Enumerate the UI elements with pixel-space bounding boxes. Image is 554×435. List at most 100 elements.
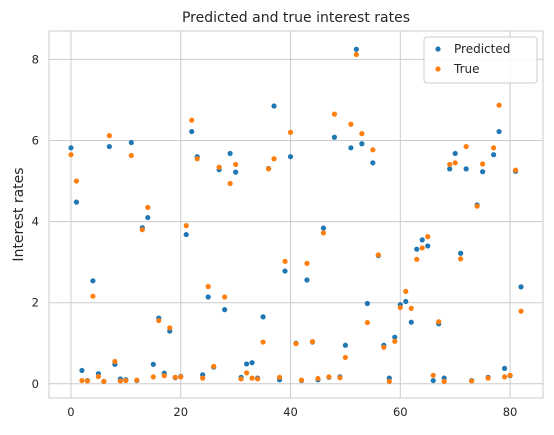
y-tick-label: 8 bbox=[32, 52, 39, 66]
data-point-predicted bbox=[430, 377, 436, 384]
data-point-true bbox=[134, 377, 140, 383]
data-point-predicted bbox=[414, 246, 420, 252]
data-point-predicted bbox=[496, 128, 502, 135]
data-point-predicted bbox=[150, 361, 156, 367]
legend-marker-true bbox=[435, 66, 441, 72]
data-point-true bbox=[507, 372, 513, 378]
x-tick-label: 80 bbox=[503, 405, 518, 419]
data-point-true bbox=[271, 156, 277, 162]
data-point-true bbox=[172, 374, 178, 380]
data-point-predicted bbox=[491, 152, 497, 158]
data-point-true bbox=[200, 375, 206, 381]
data-point-predicted bbox=[320, 225, 327, 231]
y-tick-label: 4 bbox=[32, 215, 39, 229]
data-point-predicted bbox=[348, 145, 354, 151]
legend-marker-predicted bbox=[435, 46, 441, 52]
data-point-true bbox=[337, 375, 343, 381]
data-points bbox=[68, 46, 524, 384]
data-point-true bbox=[95, 373, 101, 380]
data-point-true bbox=[452, 160, 458, 166]
data-point-true bbox=[364, 319, 370, 326]
data-point-predicted bbox=[480, 169, 486, 175]
data-point-predicted bbox=[501, 365, 508, 371]
tick-labels: 0 20 40 60 80 0 2 4 6 8 bbox=[32, 52, 518, 419]
data-point-true bbox=[216, 164, 222, 170]
y-tick-label: 0 bbox=[32, 377, 39, 391]
y-axis-label: Interest rates bbox=[11, 167, 27, 261]
data-point-predicted bbox=[233, 169, 239, 175]
data-point-true bbox=[331, 111, 338, 117]
data-point-true bbox=[287, 129, 294, 135]
data-point-true bbox=[370, 147, 376, 153]
data-point-true bbox=[447, 161, 453, 168]
data-point-predicted bbox=[370, 160, 376, 166]
data-point-true bbox=[161, 373, 167, 379]
data-point-true bbox=[419, 245, 425, 251]
data-point-true bbox=[480, 161, 486, 167]
x-tick-label: 40 bbox=[283, 405, 298, 419]
x-tick-label: 20 bbox=[173, 405, 188, 419]
data-point-predicted bbox=[353, 46, 359, 52]
data-point-true bbox=[342, 354, 348, 361]
legend: Predicted True bbox=[423, 36, 538, 84]
data-point-true bbox=[375, 252, 381, 258]
data-point-true bbox=[106, 133, 112, 139]
data-point-true bbox=[260, 339, 266, 345]
data-point-predicted bbox=[452, 150, 458, 157]
data-point-predicted bbox=[90, 278, 96, 284]
x-tick-label: 60 bbox=[393, 405, 408, 419]
data-point-predicted bbox=[222, 307, 228, 313]
series-true bbox=[68, 51, 524, 384]
data-point-predicted bbox=[128, 139, 134, 146]
data-point-true bbox=[414, 256, 420, 262]
data-point-predicted bbox=[271, 103, 277, 109]
data-point-true bbox=[101, 378, 107, 384]
data-point-predicted bbox=[364, 300, 370, 307]
data-point-predicted bbox=[419, 237, 425, 243]
data-point-predicted bbox=[447, 166, 453, 172]
data-point-true bbox=[139, 227, 145, 233]
data-point-true bbox=[167, 325, 173, 331]
data-point-predicted bbox=[244, 361, 250, 367]
data-point-true bbox=[304, 260, 310, 266]
data-point-true bbox=[309, 339, 316, 345]
data-point-true bbox=[282, 258, 288, 264]
data-point-true bbox=[150, 374, 156, 380]
data-point-true bbox=[397, 304, 403, 311]
data-point-true bbox=[178, 374, 184, 380]
data-point-predicted bbox=[205, 294, 211, 300]
data-point-true bbox=[430, 372, 436, 378]
data-point-true bbox=[436, 319, 442, 325]
data-point-predicted bbox=[392, 334, 398, 340]
data-point-predicted bbox=[227, 150, 233, 157]
data-point-predicted bbox=[79, 367, 85, 374]
data-point-true bbox=[403, 288, 409, 294]
series-predicted bbox=[68, 46, 524, 384]
data-point-true bbox=[386, 378, 392, 384]
data-point-true bbox=[238, 376, 244, 382]
data-point-true bbox=[123, 377, 129, 384]
data-point-true bbox=[458, 256, 464, 262]
data-point-predicted bbox=[403, 298, 409, 305]
data-point-true bbox=[298, 377, 305, 383]
data-point-true bbox=[381, 344, 387, 350]
data-point-predicted bbox=[106, 143, 112, 150]
data-point-true bbox=[501, 374, 508, 380]
y-tick-label: 2 bbox=[32, 296, 39, 310]
data-point-predicted bbox=[463, 166, 469, 172]
data-point-true bbox=[408, 305, 414, 311]
data-point-predicted bbox=[425, 243, 431, 249]
data-point-true bbox=[189, 117, 195, 123]
data-point-true bbox=[249, 375, 255, 381]
data-point-predicted bbox=[408, 319, 414, 325]
data-point-true bbox=[326, 374, 332, 380]
data-point-true bbox=[244, 370, 250, 376]
data-point-true bbox=[425, 234, 431, 240]
data-point-true bbox=[84, 378, 91, 384]
data-point-true bbox=[315, 375, 321, 382]
data-point-true bbox=[485, 375, 491, 381]
data-point-true bbox=[469, 378, 475, 384]
data-point-true bbox=[392, 338, 398, 344]
data-point-true bbox=[233, 161, 239, 168]
